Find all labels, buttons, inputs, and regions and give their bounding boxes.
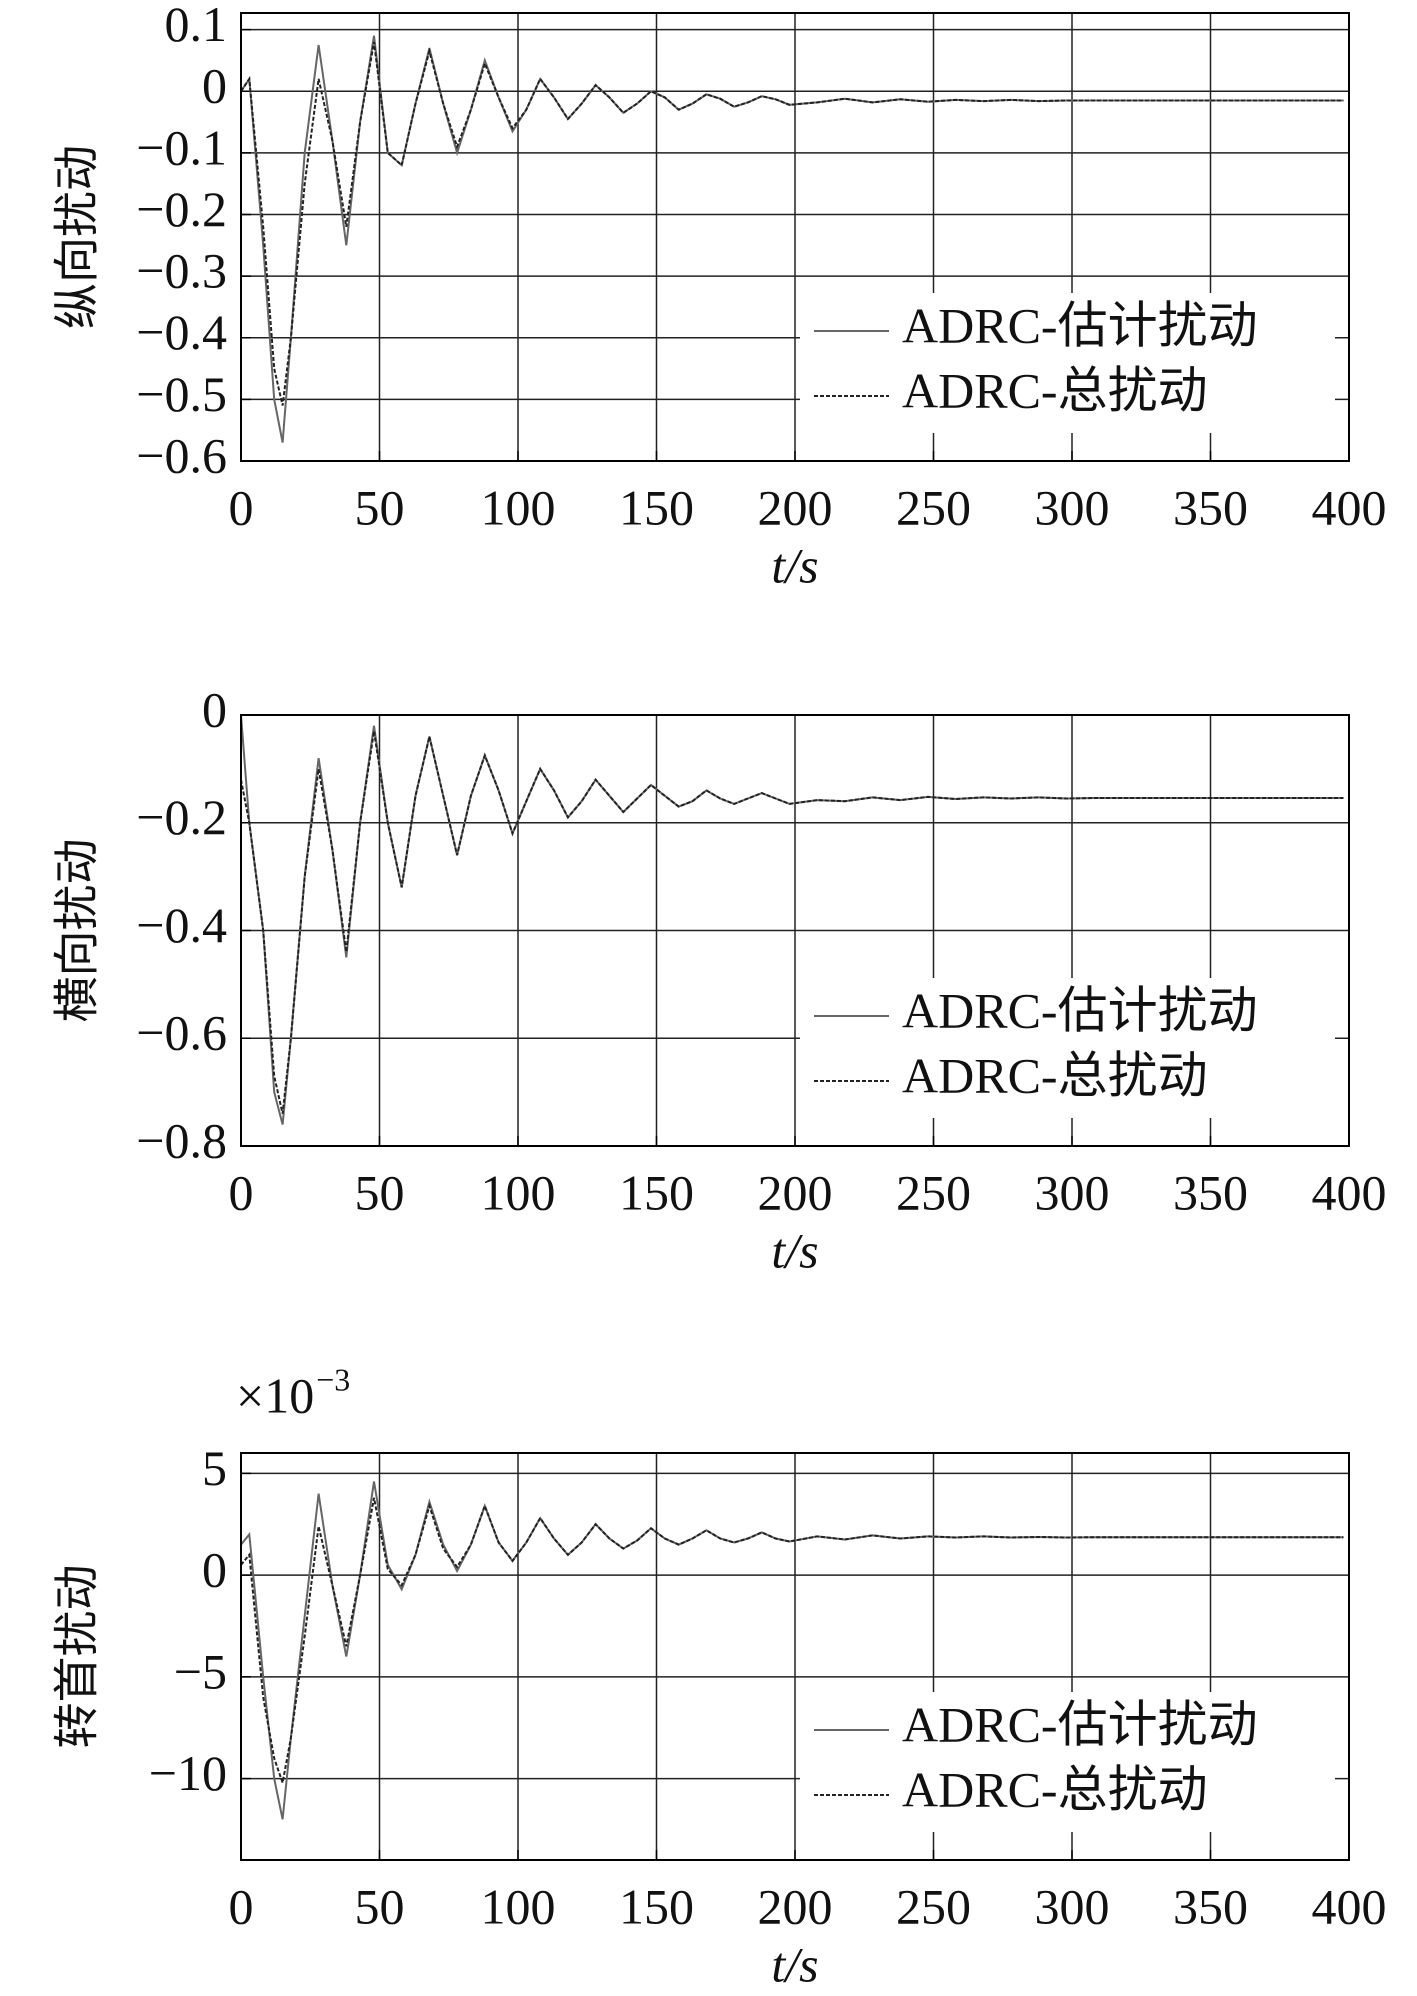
x-tick-label: 300 xyxy=(1035,479,1110,535)
x-tick-label: 50 xyxy=(355,479,405,535)
x-tick-label: 350 xyxy=(1173,1878,1248,1934)
x-tick-label: 50 xyxy=(355,1878,405,1934)
y-tick-label: −0.4 xyxy=(136,304,227,360)
data-line xyxy=(240,1497,1344,1787)
chart-panel: 0.10−0.1−0.2−0.3−0.4−0.5−0.60 50 100 150 200… xyxy=(50,0,1387,593)
legend-label: ADRC-估计扰动 xyxy=(902,297,1258,353)
legend-box xyxy=(800,293,1335,433)
y-tick-label: −0.3 xyxy=(136,243,227,299)
x-tick-label: 400 xyxy=(1312,1878,1387,1934)
x-tick-label: 100 xyxy=(481,1164,556,1220)
y-tick-label: −0.4 xyxy=(136,897,227,953)
y-tick-label: −0.2 xyxy=(136,789,227,845)
y-tick-label: −0.1 xyxy=(136,119,227,175)
y-tick-label: −5 xyxy=(174,1643,227,1699)
x-tick-label: 50 xyxy=(355,1164,405,1220)
x-tick-label: 0 xyxy=(229,479,254,535)
x-tick-label: 0 xyxy=(229,1164,254,1220)
x-tick-label: 300 xyxy=(1035,1164,1110,1220)
y-tick-label: 5 xyxy=(202,1440,227,1496)
legend-label: ADRC-总扰动 xyxy=(902,362,1208,418)
x-tick-label: 150 xyxy=(619,1164,694,1220)
y-scale-base: ×10 xyxy=(236,1367,314,1423)
y-axis-label: 纵向扰动 xyxy=(50,145,104,329)
y-tick-label: −10 xyxy=(149,1745,227,1801)
y-axis-label: 横向扰动 xyxy=(50,839,104,1023)
x-tick-label: 100 xyxy=(481,479,556,535)
data-line xyxy=(240,731,1344,1114)
plot-frame xyxy=(240,714,1350,1147)
y-tick-label: −0.6 xyxy=(136,1005,227,1061)
x-axis-label: t/s xyxy=(771,537,818,593)
y-tick-label: 0 xyxy=(202,1542,227,1598)
x-tick-label: 0 xyxy=(229,1878,254,1934)
legend-label: ADRC-总扰动 xyxy=(902,1047,1208,1103)
y-tick-label: 0 xyxy=(202,681,227,737)
y-tick-label: −0.2 xyxy=(136,181,227,237)
x-tick-label: 250 xyxy=(896,1878,971,1934)
x-axis-label: t/s xyxy=(771,1936,818,1992)
y-tick-label: 0 xyxy=(202,58,227,114)
x-tick-label: 400 xyxy=(1312,1164,1387,1220)
x-tick-label: 300 xyxy=(1035,1878,1110,1934)
legend-label: ADRC-估计扰动 xyxy=(902,1696,1258,1752)
x-tick-label: 250 xyxy=(896,479,971,535)
x-tick-label: 250 xyxy=(896,1164,971,1220)
x-tick-label: 150 xyxy=(619,1878,694,1934)
plot-frame xyxy=(240,12,1350,462)
chart-panel: 0−0.2−0.4−0.6−0.80 50 100 150 200 250 300 350 40… xyxy=(50,681,1387,1278)
data-line xyxy=(240,41,1344,406)
x-tick-label: 400 xyxy=(1312,479,1387,535)
x-axis-label: t/s xyxy=(771,1222,818,1278)
legend-label: ADRC-估计扰动 xyxy=(902,982,1258,1038)
x-tick-label: 150 xyxy=(619,479,694,535)
chart-panel: 50−5−100 50 100 150 200 250 300 350 400ADRC-估计扰动… xyxy=(50,1361,1387,1992)
y-tick-label: −0.5 xyxy=(136,366,227,422)
y-tick-label: −0.8 xyxy=(136,1112,227,1168)
x-tick-label: 350 xyxy=(1173,1164,1248,1220)
x-tick-label: 100 xyxy=(481,1878,556,1934)
y-scale-exponent: −3 xyxy=(316,1361,350,1397)
y-tick-label: −0.6 xyxy=(136,427,227,483)
y-tick-label: 0.1 xyxy=(165,0,228,52)
x-tick-label: 200 xyxy=(758,479,833,535)
legend-box xyxy=(800,1692,1335,1832)
plot-frame xyxy=(240,1452,1350,1861)
legend-label: ADRC-总扰动 xyxy=(902,1761,1208,1817)
x-tick-label: 350 xyxy=(1173,479,1248,535)
legend-box xyxy=(800,978,1335,1118)
y-axis-label: 转首扰动 xyxy=(50,1565,104,1749)
x-tick-label: 200 xyxy=(758,1878,833,1934)
x-tick-label: 200 xyxy=(758,1164,833,1220)
